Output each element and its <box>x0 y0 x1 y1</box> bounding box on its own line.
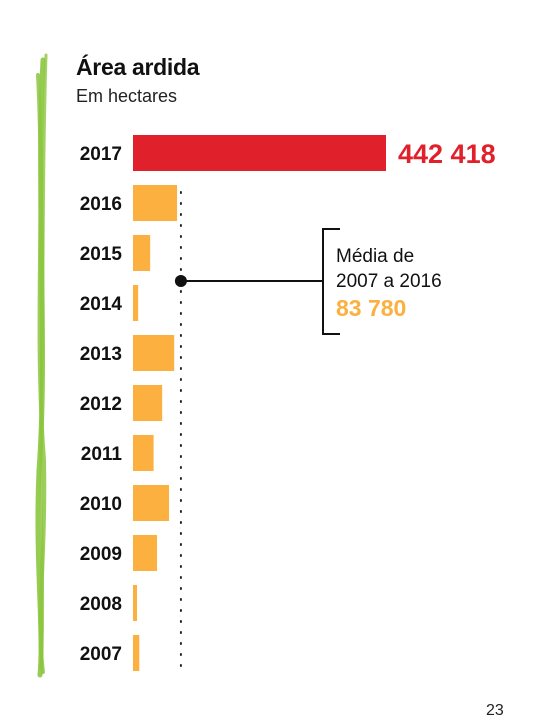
bar-2015 <box>133 235 151 271</box>
average-label-bracket <box>322 228 340 335</box>
chart-title: Área ardida <box>76 54 200 80</box>
bar-2009 <box>133 535 158 571</box>
year-label-2008: 2008 <box>80 594 122 615</box>
bar-2012 <box>133 385 163 421</box>
year-label-2016: 2016 <box>80 194 122 215</box>
year-label-2017: 2017 <box>80 144 122 165</box>
chart-subtitle: Em hectares <box>76 86 178 106</box>
bar-2016 <box>133 185 178 221</box>
bar-2008 <box>133 585 138 621</box>
bar-2007 <box>133 635 140 671</box>
bar-2017 <box>133 135 386 171</box>
bar-2010 <box>133 485 170 521</box>
year-label-2012: 2012 <box>80 394 122 415</box>
bar-2013 <box>133 335 175 371</box>
year-label-2007: 2007 <box>80 644 122 665</box>
bar-2011 <box>133 435 154 471</box>
year-label-2010: 2010 <box>80 494 122 515</box>
year-label-2009: 2009 <box>80 544 122 565</box>
year-label-2013: 2013 <box>80 344 122 365</box>
year-label-2011: 2011 <box>81 444 123 465</box>
year-label-2015: 2015 <box>80 244 123 265</box>
page-number: 23 <box>486 702 504 719</box>
average-value: 83 780 <box>336 295 406 321</box>
value-label-2017: 442 418 <box>398 139 496 169</box>
average-label-line1: Média de <box>336 246 414 267</box>
average-label-line2: 2007 a 2016 <box>336 271 442 292</box>
year-label-2014: 2014 <box>80 294 123 315</box>
bar-2014 <box>133 285 139 321</box>
